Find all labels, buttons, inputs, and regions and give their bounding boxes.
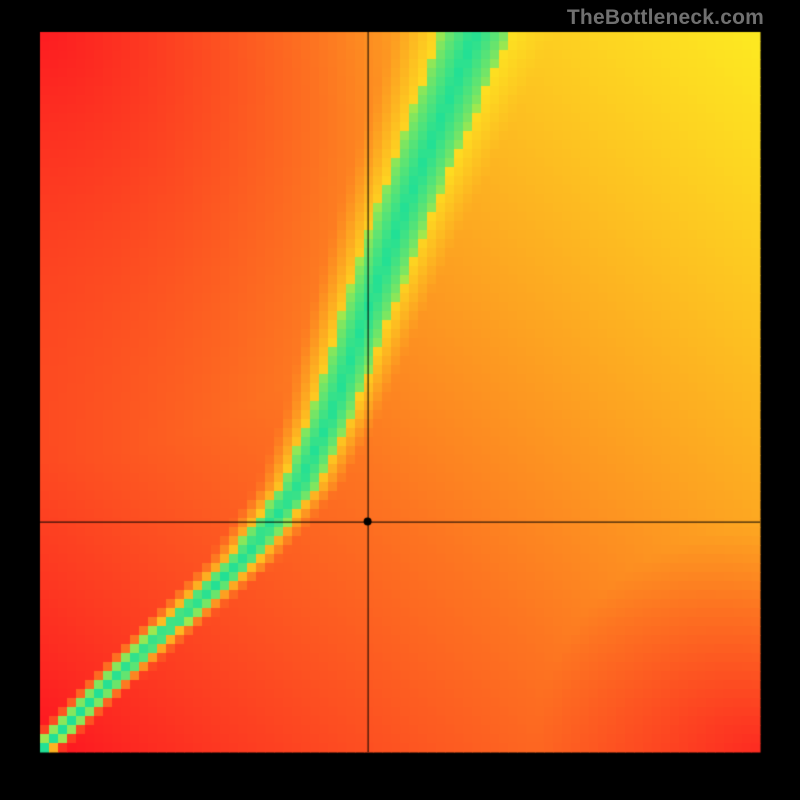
watermark-text: TheBottleneck.com	[567, 6, 764, 30]
chart-container: { "canvas": { "width": 800, "height": 80…	[0, 0, 800, 800]
heatmap-canvas	[0, 0, 800, 800]
